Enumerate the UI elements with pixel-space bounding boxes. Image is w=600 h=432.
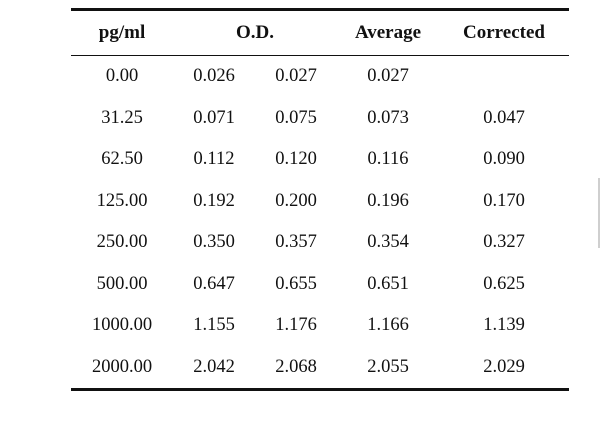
cell-corrected — [439, 56, 569, 98]
cell-corrected: 0.625 — [483, 273, 525, 294]
standard-curve-table: pg/ml O.D. Average Corrected 0.00 0.026 0.… — [71, 8, 569, 391]
cell-od-2: 0.120 — [275, 149, 317, 170]
cell-corrected: 2.029 — [483, 356, 525, 377]
cell-concentration: 1000.00 — [91, 315, 153, 336]
cell-concentration: 62.50 — [101, 149, 143, 170]
header-od: O.D. — [236, 22, 274, 43]
cell-od-2: 0.075 — [275, 107, 317, 128]
cell-corrected: 0.327 — [483, 232, 525, 253]
cell-od-2: 2.068 — [275, 356, 317, 377]
cell-average: 0.196 — [367, 190, 409, 211]
cell-average: 0.116 — [367, 149, 409, 170]
page-edge-mark — [598, 178, 600, 248]
table-row: 250.00 0.350 0.357 0.354 0.327 — [71, 222, 569, 264]
cell-od-2: 0.357 — [275, 232, 317, 253]
cell-od-1: 0.192 — [193, 190, 235, 211]
table-row: 31.25 0.071 0.075 0.073 0.047 — [71, 98, 569, 140]
table-row: 125.00 0.192 0.200 0.196 0.170 — [71, 181, 569, 223]
table-row: 0.00 0.026 0.027 0.027 — [71, 56, 569, 98]
cell-average: 0.027 — [367, 66, 409, 87]
cell-average: 0.073 — [367, 107, 409, 128]
cell-concentration: 500.00 — [96, 273, 148, 294]
cell-od-1: 0.071 — [193, 107, 235, 128]
cell-average: 0.651 — [367, 273, 409, 294]
table-body: 0.00 0.026 0.027 0.027 31.25 0.071 0.075 0.073 0… — [71, 56, 569, 389]
cell-od-2: 0.655 — [275, 273, 317, 294]
table-row: 1000.00 1.155 1.176 1.166 1.139 — [71, 305, 569, 347]
top-rule — [71, 8, 569, 11]
cell-concentration: 0.00 — [105, 66, 139, 87]
cell-average: 2.055 — [367, 356, 409, 377]
cell-od-1: 0.350 — [193, 232, 235, 253]
cell-od-1: 0.647 — [193, 273, 235, 294]
cell-concentration: 31.25 — [101, 107, 143, 128]
header-concentration: pg/ml — [98, 22, 146, 43]
cell-concentration: 2000.00 — [91, 356, 153, 377]
cell-od-2: 1.176 — [275, 315, 317, 336]
cell-od-1: 1.155 — [193, 315, 235, 336]
cell-concentration: 250.00 — [96, 232, 148, 253]
header-corrected: Corrected — [463, 22, 545, 43]
table-row: 500.00 0.647 0.655 0.651 0.625 — [71, 264, 569, 306]
cell-corrected: 0.047 — [483, 107, 525, 128]
header-row: pg/ml O.D. Average Corrected — [71, 11, 569, 56]
cell-od-1: 0.026 — [193, 66, 235, 87]
cell-od-1: 2.042 — [193, 356, 235, 377]
cell-average: 1.166 — [367, 315, 409, 336]
cell-concentration: 125.00 — [96, 190, 148, 211]
header-average: Average — [354, 22, 422, 43]
cell-average: 0.354 — [367, 232, 409, 253]
cell-corrected: 1.139 — [483, 315, 525, 336]
cell-corrected: 0.170 — [483, 190, 525, 211]
data-table: pg/ml O.D. Average Corrected 0.00 0.026 0.… — [71, 11, 569, 388]
bottom-rule — [71, 388, 569, 391]
cell-od-1: 0.112 — [193, 149, 235, 170]
cell-od-2: 0.027 — [275, 66, 317, 87]
cell-corrected: 0.090 — [483, 149, 525, 170]
table-row: 62.50 0.112 0.120 0.116 0.090 — [71, 139, 569, 181]
table-row: 2000.00 2.042 2.068 2.055 2.029 — [71, 347, 569, 389]
cell-od-2: 0.200 — [275, 190, 317, 211]
